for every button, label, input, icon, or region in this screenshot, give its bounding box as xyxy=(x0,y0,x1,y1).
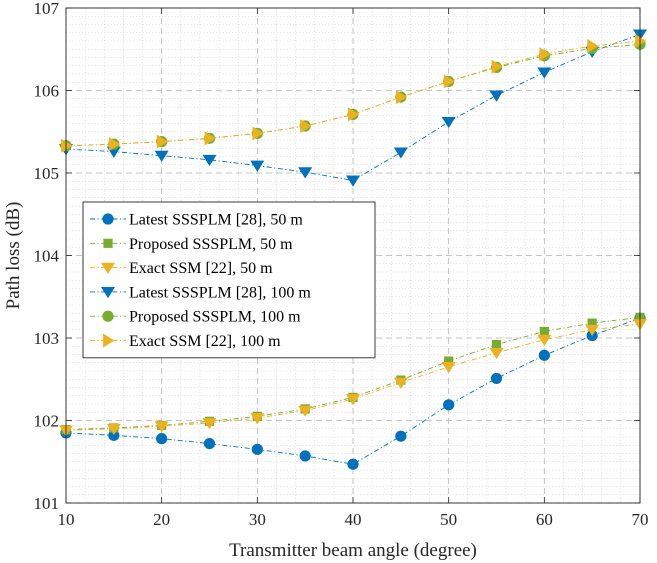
data-point xyxy=(156,134,168,149)
legend-marker xyxy=(103,238,113,248)
data-point xyxy=(108,137,121,152)
x-tick-label: 20 xyxy=(153,510,170,529)
data-point xyxy=(348,107,360,122)
data-point xyxy=(443,399,455,411)
data-point xyxy=(393,377,408,389)
data-point xyxy=(346,394,360,406)
x-tick-label: 10 xyxy=(58,510,75,529)
data-point xyxy=(538,349,550,361)
data-point xyxy=(537,334,552,346)
data-point xyxy=(490,372,503,385)
data-point xyxy=(202,154,217,167)
legend-label: Proposed SSSPLM, 50 m xyxy=(129,236,293,253)
data-point xyxy=(441,361,456,374)
data-point xyxy=(635,34,647,48)
legend-label: Exact SSM [22], 100 m xyxy=(129,333,281,350)
legend-marker xyxy=(103,333,115,348)
data-point xyxy=(250,160,265,172)
legend-entry-6: Exact SSM [22], 100 m xyxy=(90,333,281,350)
y-tick-label: 102 xyxy=(34,412,60,431)
data-point xyxy=(539,47,551,62)
data-point xyxy=(299,450,311,462)
legend: Latest SSSPLM [28], 50 m Proposed SSSPLM,… xyxy=(82,201,376,359)
data-point xyxy=(251,443,263,455)
y-tick-label: 107 xyxy=(34,0,60,18)
y-tick-label: 106 xyxy=(34,82,60,101)
data-point xyxy=(346,175,360,187)
data-point xyxy=(347,458,359,470)
data-point xyxy=(489,347,504,360)
data-point xyxy=(298,167,313,179)
data-point xyxy=(108,429,120,441)
legend-label: Latest SSSPLM [28], 100 m xyxy=(129,284,311,301)
legend-marker xyxy=(101,262,115,274)
series-layer xyxy=(59,29,647,470)
legend-label: Latest SSSPLM [28], 50 m xyxy=(129,212,303,229)
data-point xyxy=(395,90,408,105)
data-point xyxy=(537,67,552,79)
legend-entry-4: Latest SSSPLM [28], 100 m xyxy=(90,284,311,301)
legend-marker xyxy=(102,310,114,322)
data-point xyxy=(202,418,217,430)
legend-marker xyxy=(101,287,115,299)
data-point xyxy=(154,150,169,162)
data-point xyxy=(393,147,408,159)
y-tick-label: 105 xyxy=(34,164,60,183)
data-point xyxy=(203,438,216,450)
x-tick-label: 40 xyxy=(345,510,362,529)
x-tick-label: 70 xyxy=(632,510,649,529)
data-point xyxy=(298,405,313,417)
data-point xyxy=(443,74,455,89)
data-point xyxy=(491,59,503,74)
x-tick-label: 60 xyxy=(536,510,553,529)
x-tick-label: 30 xyxy=(249,510,266,529)
data-point xyxy=(300,118,312,133)
x-axis-label: Transmitter beam angle (degree) xyxy=(229,540,477,561)
data-point xyxy=(489,90,504,102)
legend-entry-5: Proposed SSSPLM, 100 m xyxy=(90,309,301,326)
data-point xyxy=(204,131,216,146)
legend-entry-1: Latest SSSPLM [28], 50 m xyxy=(90,212,303,229)
series-3 xyxy=(59,319,647,437)
y-tick-label: 101 xyxy=(34,494,60,513)
data-point xyxy=(252,126,264,141)
legend-entry-2: Proposed SSSPLM, 50 m xyxy=(90,236,293,253)
data-point xyxy=(587,318,597,328)
data-point xyxy=(395,430,407,442)
legend-box xyxy=(82,201,376,359)
data-point xyxy=(250,413,265,425)
data-point xyxy=(156,433,168,445)
legend-entry-3: Exact SSM [22], 50 m xyxy=(90,260,273,277)
axes: 10 20 30 40 50 60 70 101 102 103 104 105 106 107 Trans… xyxy=(3,0,649,561)
legend-label: Proposed SSSPLM, 100 m xyxy=(129,309,301,326)
y-axis-label: Path loss (dB) xyxy=(3,202,24,310)
data-point xyxy=(539,326,549,336)
y-tick-label: 103 xyxy=(34,329,60,348)
data-point xyxy=(106,423,121,436)
y-tick-label: 104 xyxy=(34,247,60,266)
x-tick-label: 50 xyxy=(440,510,457,529)
data-point xyxy=(585,324,600,337)
data-point xyxy=(587,38,599,53)
data-point xyxy=(491,340,502,350)
data-point xyxy=(441,116,456,129)
data-point xyxy=(444,356,454,366)
series-6 xyxy=(61,34,647,153)
data-point xyxy=(154,421,169,433)
legend-marker xyxy=(102,213,114,225)
data-point xyxy=(61,138,73,153)
legend-label: Exact SSM [22], 50 m xyxy=(129,260,273,277)
